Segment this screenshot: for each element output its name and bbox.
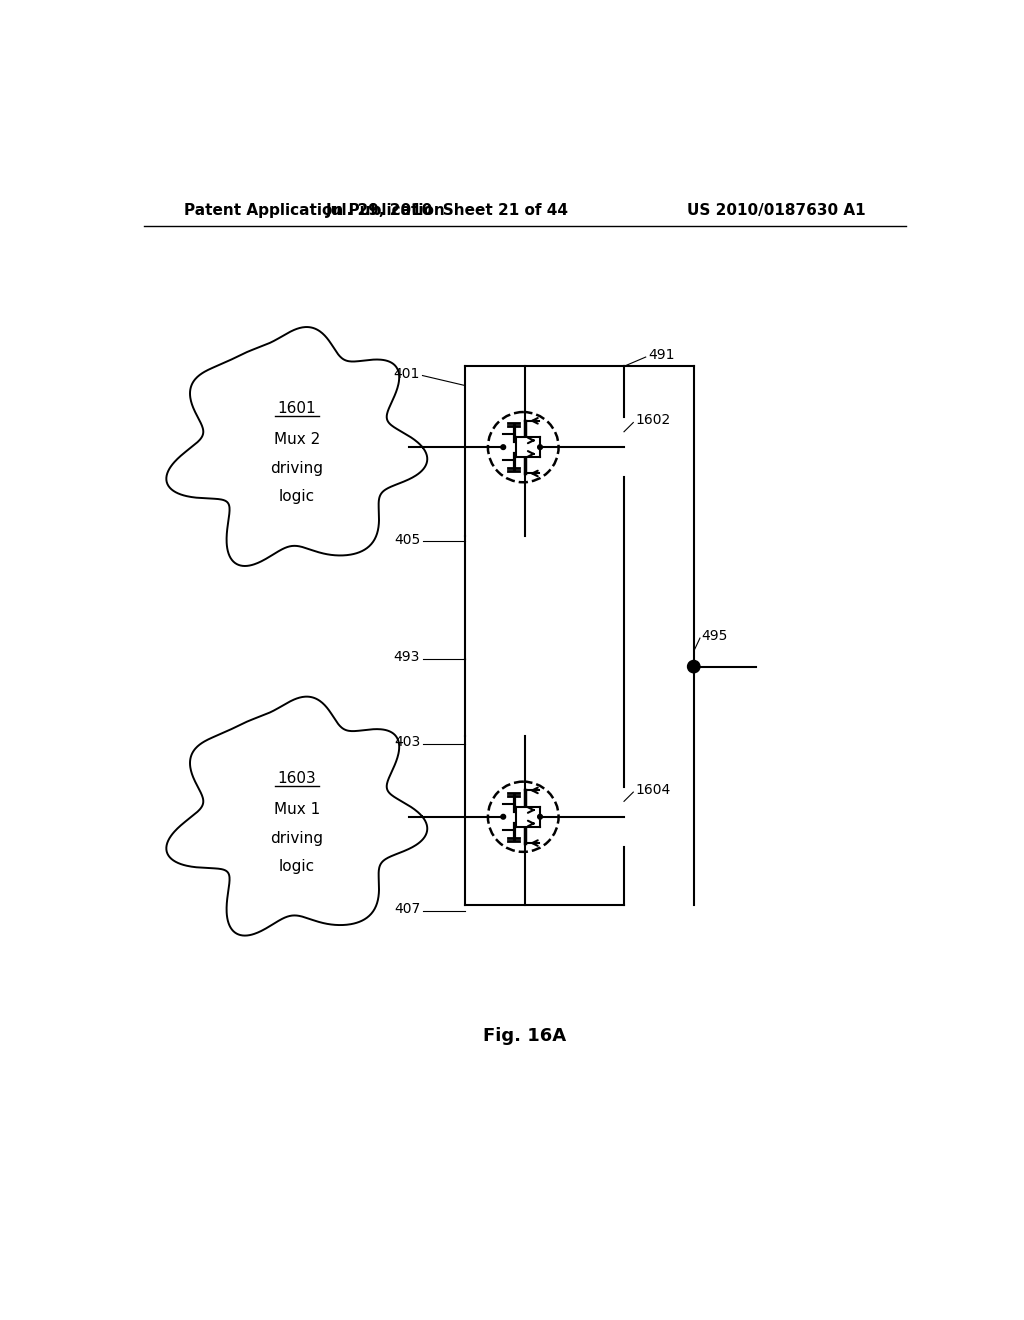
Text: 1602: 1602 xyxy=(636,413,671,428)
Text: 1604: 1604 xyxy=(636,783,671,797)
Text: 405: 405 xyxy=(394,532,420,546)
Circle shape xyxy=(501,445,506,450)
Text: Patent Application Publication: Patent Application Publication xyxy=(183,203,444,218)
Text: driving: driving xyxy=(270,461,324,477)
Text: driving: driving xyxy=(270,830,324,846)
Text: 495: 495 xyxy=(701,628,728,643)
Circle shape xyxy=(501,814,506,820)
Text: Jul. 29, 2010  Sheet 21 of 44: Jul. 29, 2010 Sheet 21 of 44 xyxy=(326,203,568,218)
Text: Fig. 16A: Fig. 16A xyxy=(483,1027,566,1045)
Text: 403: 403 xyxy=(394,735,420,748)
Text: 1603: 1603 xyxy=(278,771,316,785)
Text: logic: logic xyxy=(279,488,315,504)
Text: 1601: 1601 xyxy=(278,401,316,416)
Text: Mux 2: Mux 2 xyxy=(273,432,321,447)
Circle shape xyxy=(538,445,543,450)
Text: 407: 407 xyxy=(394,902,420,916)
Circle shape xyxy=(687,660,700,673)
Text: 493: 493 xyxy=(394,651,420,664)
Text: US 2010/0187630 A1: US 2010/0187630 A1 xyxy=(687,203,866,218)
Text: Mux 1: Mux 1 xyxy=(273,801,321,817)
Text: logic: logic xyxy=(279,858,315,874)
Text: 401: 401 xyxy=(394,367,420,381)
Text: 491: 491 xyxy=(649,347,675,362)
Circle shape xyxy=(538,814,543,820)
